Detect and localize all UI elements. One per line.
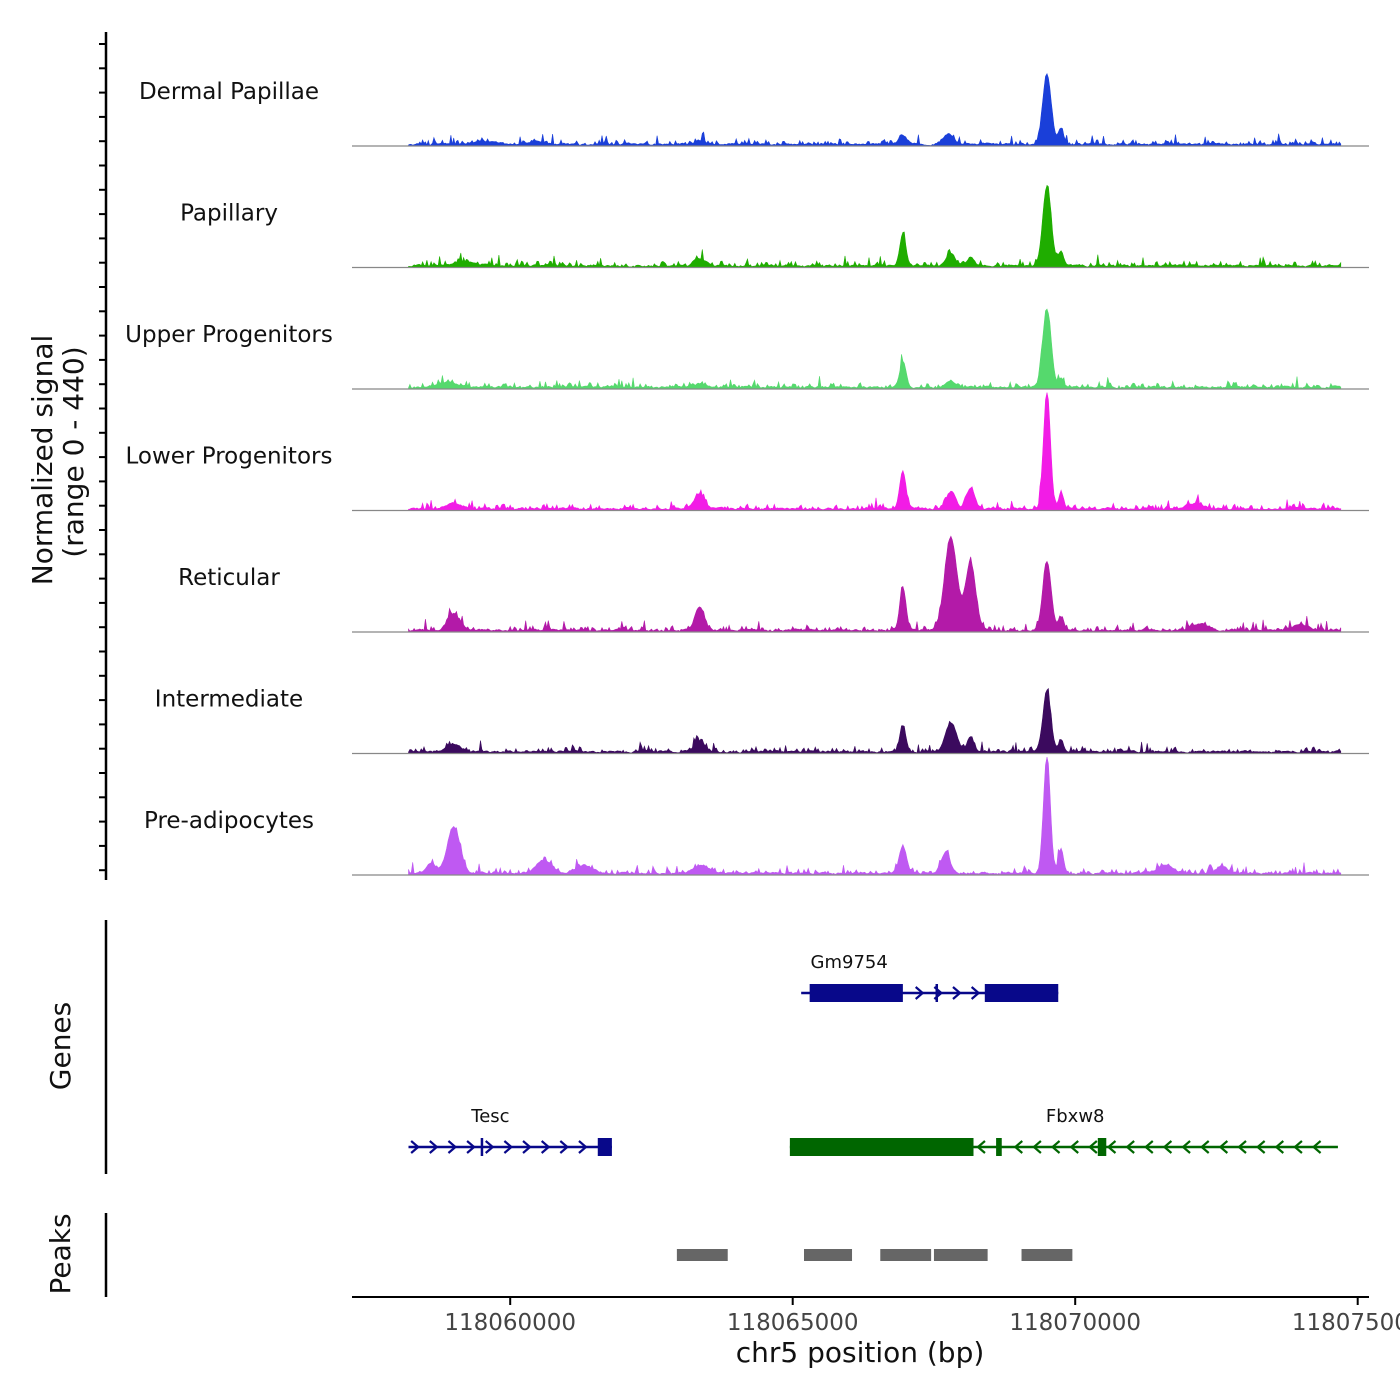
strand-arrow	[1274, 1140, 1285, 1154]
signal-area	[408, 535, 1342, 633]
peak-region	[804, 1249, 853, 1261]
strand-arrow	[1032, 1140, 1042, 1154]
strand-arrow	[1255, 1140, 1266, 1154]
strand-arrow	[1237, 1140, 1247, 1154]
signal-area	[408, 184, 1342, 268]
genes-track-label: Genes	[44, 1002, 77, 1090]
strand-arrow	[1013, 1140, 1023, 1154]
gene-label: Gm9754	[811, 952, 888, 973]
signal-track: Dermal Papillae	[139, 72, 1369, 147]
exon	[996, 1138, 1002, 1156]
strand-arrow	[429, 1140, 439, 1154]
signal-track: Reticular	[178, 535, 1369, 633]
strand-arrow	[485, 1140, 495, 1154]
gene-annotations: Gm9754 Tesc Fbxw8	[408, 952, 1338, 1156]
signal-area	[408, 392, 1342, 511]
exon	[789, 1138, 974, 1156]
strand-arrow	[1293, 1140, 1303, 1154]
peak-region	[880, 1249, 932, 1261]
gene-label: Fbxw8	[1046, 1106, 1105, 1127]
strand-arrow	[1311, 1140, 1322, 1154]
track-label: Dermal Papillae	[139, 79, 319, 105]
strand-arrow	[976, 1140, 986, 1154]
strand-arrow	[447, 1140, 458, 1154]
strand-arrow	[952, 986, 962, 1000]
track-label: Lower Progenitors	[126, 444, 333, 470]
exon	[809, 984, 903, 1002]
signal-area	[408, 72, 1342, 147]
strand-arrow	[970, 986, 981, 1000]
signal-area	[408, 756, 1342, 876]
strand-arrow	[1088, 1140, 1098, 1154]
left-axis-ticks	[99, 32, 108, 880]
track-label: Papillary	[180, 201, 278, 227]
strand-arrow	[1106, 1140, 1117, 1154]
strand-arrow	[540, 1140, 551, 1154]
track-label: Reticular	[178, 565, 280, 591]
strand-arrow	[1144, 1140, 1154, 1154]
strand-arrow	[1200, 1140, 1210, 1154]
peak-region	[676, 1249, 728, 1261]
strand-arrow	[410, 1140, 420, 1154]
signal-area	[408, 687, 1342, 754]
peaks-track-label: Peaks	[44, 1213, 77, 1294]
gene: Fbxw8	[789, 1106, 1338, 1156]
y-axis-label-line2: (range 0 - 440)	[57, 346, 90, 557]
x-tick-label: 118070000	[1009, 1310, 1141, 1336]
signal-track: Upper Progenitors	[125, 308, 1369, 390]
peak-region	[1021, 1249, 1073, 1261]
strand-arrow	[559, 1140, 570, 1154]
x-axis-ticks: 118060000 118065000 118070000 118075000	[444, 1297, 1400, 1336]
y-axis-label-line1: Normalized signal	[26, 335, 59, 586]
x-tick-label: 118075000	[1292, 1310, 1400, 1336]
strand-arrow	[1069, 1140, 1079, 1154]
signal-track: Lower Progenitors	[126, 392, 1369, 512]
exon	[984, 984, 1059, 1002]
gene: Tesc	[408, 1106, 612, 1156]
strand-arrow	[503, 1140, 514, 1154]
strand-arrow	[1162, 1140, 1173, 1154]
signal-area	[408, 308, 1342, 390]
track-label: Intermediate	[155, 687, 303, 713]
strand-arrow	[578, 1140, 588, 1154]
peak-region	[933, 1249, 988, 1261]
strand-arrow	[522, 1140, 532, 1154]
track-label: Upper Progenitors	[125, 322, 333, 348]
strand-arrow	[466, 1140, 476, 1154]
x-tick-label: 118065000	[727, 1310, 859, 1336]
x-axis-label: chr5 position (bp)	[736, 1336, 985, 1369]
exon	[597, 1138, 612, 1156]
strand-arrow	[1125, 1140, 1135, 1154]
x-tick-label: 118060000	[444, 1310, 576, 1336]
track-label: Pre-adipocytes	[144, 808, 314, 834]
strand-arrow	[914, 986, 925, 1000]
gene-label: Tesc	[470, 1106, 509, 1127]
gene: Gm9754	[801, 952, 1059, 1002]
exon	[1097, 1138, 1107, 1156]
strand-arrow	[1050, 1140, 1061, 1154]
peak-regions	[676, 1249, 1073, 1261]
strand-arrow	[1181, 1140, 1191, 1154]
strand-arrow	[1218, 1140, 1229, 1154]
signal-track: Intermediate	[155, 687, 1369, 755]
signal-track: Pre-adipocytes	[144, 756, 1369, 876]
signal-tracks: Dermal Papillae Papillary Upper Progenitor…	[125, 72, 1369, 876]
signal-track: Papillary	[180, 184, 1369, 269]
